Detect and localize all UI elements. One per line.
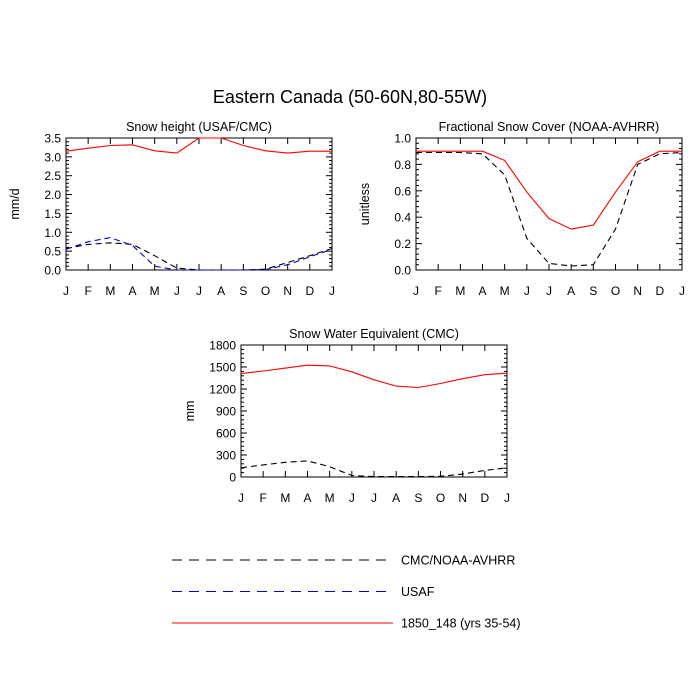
x-tick-label: J <box>546 284 552 298</box>
legend-item: USAF <box>172 585 435 599</box>
y-tick-label: 0.6 <box>394 184 411 198</box>
y-tick-label: 0.2 <box>394 237 411 251</box>
legend-label: 1850_148 (yrs 35-54) <box>401 617 521 631</box>
series-line-cmc-noaa-avhrr <box>240 460 508 478</box>
x-tick-label: J <box>504 491 510 505</box>
x-tick-label: M <box>325 491 335 505</box>
chart-title: Fractional Snow Cover (NOAA-AVHRR) <box>439 120 660 134</box>
plot-frame <box>240 344 508 478</box>
x-tick-label: M <box>500 284 510 298</box>
chart-panels: Snow height (USAF/CMC) 0.0 0.5 1.0 1.5 2.0 2.5… <box>8 120 685 505</box>
x-tick-label: J <box>679 284 685 298</box>
y-tick-label: 1500 <box>209 361 236 375</box>
x-tick-label: J <box>371 491 377 505</box>
x-tick-label: A <box>478 284 486 298</box>
series-line-1850-148-yrs-35-54 <box>240 364 508 389</box>
x-tick-label: A <box>303 491 311 505</box>
x-tick-label: S <box>589 284 597 298</box>
x-tick-label: M <box>150 284 160 298</box>
x-tick-label: F <box>84 284 91 298</box>
x-tick-label: M <box>455 284 465 298</box>
plot-frame <box>415 137 683 271</box>
x-tick-label: D <box>305 284 314 298</box>
y-tick-label: 2.5 <box>44 169 61 183</box>
y-axis-label: unitless <box>358 183 372 225</box>
x-tick-label: J <box>174 284 180 298</box>
y-tick-label: 0.8 <box>394 158 411 172</box>
y-tick-label: 0.4 <box>394 211 411 225</box>
x-tick-label: O <box>436 491 445 505</box>
x-tick-label: J <box>349 491 355 505</box>
legend-item: 1850_148 (yrs 35-54) <box>172 617 521 631</box>
y-tick-label: 0.0 <box>44 264 61 278</box>
x-tick-label: N <box>458 491 467 505</box>
legend-label: CMC/NOAA-AVHRR <box>401 554 515 568</box>
x-tick-label: A <box>128 284 136 298</box>
chart-panel-1: Snow height (USAF/CMC) 0.0 0.5 1.0 1.5 2.0 2.5… <box>8 120 335 298</box>
x-tick-label: S <box>414 491 422 505</box>
figure-title: Eastern Canada (50-60N,80-55W) <box>213 87 487 107</box>
plot-frame <box>65 137 333 271</box>
y-tick-label: 1200 <box>209 383 236 397</box>
x-tick-label: J <box>413 284 419 298</box>
series-line-cmc-noaa-avhrr <box>65 242 333 271</box>
x-tick-label: J <box>329 284 335 298</box>
x-tick-label: D <box>480 491 489 505</box>
legend-item: CMC/NOAA-AVHRR <box>172 554 515 568</box>
legend: CMC/NOAA-AVHRR USAF 1850_148 (yrs 35-54) <box>172 554 521 631</box>
x-tick-label: N <box>633 284 642 298</box>
y-tick-label: 1.0 <box>44 226 61 240</box>
y-tick-label: 900 <box>216 405 236 419</box>
series-line-1850-148-yrs-35-54 <box>416 150 682 230</box>
x-tick-label: J <box>524 284 530 298</box>
series-line-usaf <box>65 237 333 271</box>
chart-title: Snow height (USAF/CMC) <box>126 120 272 134</box>
x-tick-label: O <box>611 284 620 298</box>
y-tick-label: 1800 <box>209 339 236 353</box>
y-tick-label: 0.5 <box>44 245 61 259</box>
y-tick-label: 600 <box>216 427 236 441</box>
x-tick-label: M <box>280 491 290 505</box>
x-tick-label: J <box>63 284 69 298</box>
x-tick-label: A <box>217 284 225 298</box>
y-tick-label: 300 <box>216 449 236 463</box>
x-tick-label: S <box>239 284 247 298</box>
x-tick-label: A <box>567 284 575 298</box>
y-axis-label: mm <box>183 401 197 422</box>
y-axis-label: mm/d <box>8 188 22 219</box>
legend-label: USAF <box>401 585 435 599</box>
x-tick-label: J <box>238 491 244 505</box>
chart-title: Snow Water Equivalent (CMC) <box>289 327 459 341</box>
chart-panel-3: Snow Water Equivalent (CMC) 0 300 600 900 120… <box>183 327 510 505</box>
x-tick-label: O <box>261 284 270 298</box>
x-tick-label: N <box>283 284 292 298</box>
series-line-cmc-noaa-avhrr <box>416 151 683 267</box>
y-tick-label: 0.0 <box>394 264 411 278</box>
chart-panel-2: Fractional Snow Cover (NOAA-AVHRR) 0.0 0.2… <box>358 120 685 298</box>
x-tick-label: M <box>105 284 115 298</box>
y-tick-label: 2.0 <box>44 188 61 202</box>
x-tick-label: D <box>655 284 664 298</box>
y-tick-label: 0 <box>229 471 236 485</box>
x-tick-label: J <box>196 284 202 298</box>
series-line-1850-148-yrs-35-54 <box>65 137 332 154</box>
y-tick-label: 3.5 <box>44 132 61 146</box>
y-tick-label: 1.0 <box>394 132 411 146</box>
x-tick-label: F <box>259 491 266 505</box>
x-tick-label: F <box>434 284 441 298</box>
y-tick-label: 1.5 <box>44 207 61 221</box>
y-tick-label: 3.0 <box>44 150 61 164</box>
x-tick-label: A <box>392 491 400 505</box>
